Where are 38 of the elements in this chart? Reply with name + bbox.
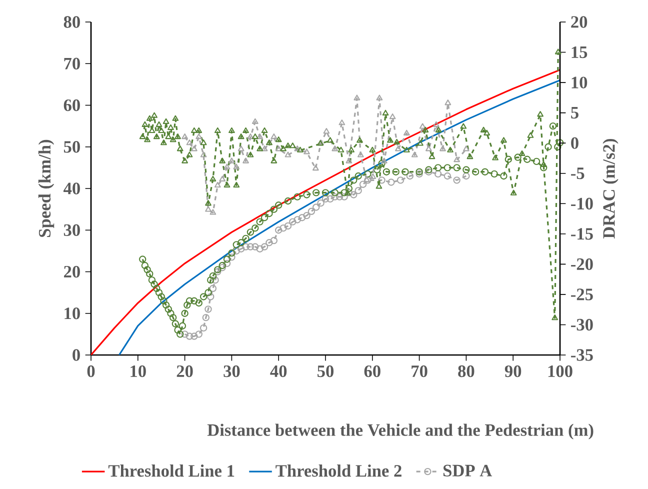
y-tick-label: 0 <box>72 349 80 361</box>
y2-tick-label: -35 <box>571 349 593 361</box>
y-tick-label: 50 <box>64 141 80 153</box>
x-tick-label: 90 <box>504 365 522 378</box>
y-tick-label: 10 <box>64 308 80 320</box>
y-tick-label: 40 <box>64 182 80 194</box>
x-tick-label: 20 <box>176 365 193 378</box>
x-tick-label: 80 <box>458 365 474 378</box>
y2-tick-label: 15 <box>572 46 588 58</box>
x-tick-label: 50 <box>318 365 334 378</box>
y2-tick-label: 5 <box>571 107 578 119</box>
legend-label: Threshold Line 2 <box>276 464 402 477</box>
x-tick-label: 70 <box>412 365 428 378</box>
y2-tick-label: 20 <box>571 16 588 28</box>
y-tick-label: 80 <box>64 16 80 28</box>
x-tick-label: 10 <box>130 365 146 378</box>
y2-tick-label: -15 <box>571 228 593 240</box>
legend-label: Threshold Line 1 <box>108 464 234 477</box>
y2-tick-label: -30 <box>571 318 593 331</box>
y-axis-title: Speed (km/h) <box>38 140 54 237</box>
y-tick-label: 60 <box>64 99 80 112</box>
y-tick-label: 70 <box>64 58 80 70</box>
y2-tick-label: 10 <box>572 76 588 88</box>
x-tick-label: 40 <box>270 365 287 378</box>
x-tick-label: 60 <box>364 365 380 378</box>
x-tick-label: 100 <box>548 365 572 378</box>
y2-tick-label: -10 <box>571 198 593 210</box>
x-tick-label: 30 <box>224 365 240 378</box>
y2-tick-label: -20 <box>571 258 593 270</box>
y-tick-label: 30 <box>64 224 80 236</box>
y-tick-label: 20 <box>64 266 80 278</box>
y2-tick-label: -25 <box>571 288 593 300</box>
x-tick-label: 0 <box>87 365 95 378</box>
y2-axis-title: DRAC (m/s2) <box>602 138 618 238</box>
x-axis-title: Distance between the Vehicle and the Pedestrian (m) <box>207 424 594 440</box>
legend-label: SDP A <box>443 464 492 476</box>
y2-tick-label: -5 <box>571 168 584 180</box>
y2-tick-label: 0 <box>571 137 578 149</box>
